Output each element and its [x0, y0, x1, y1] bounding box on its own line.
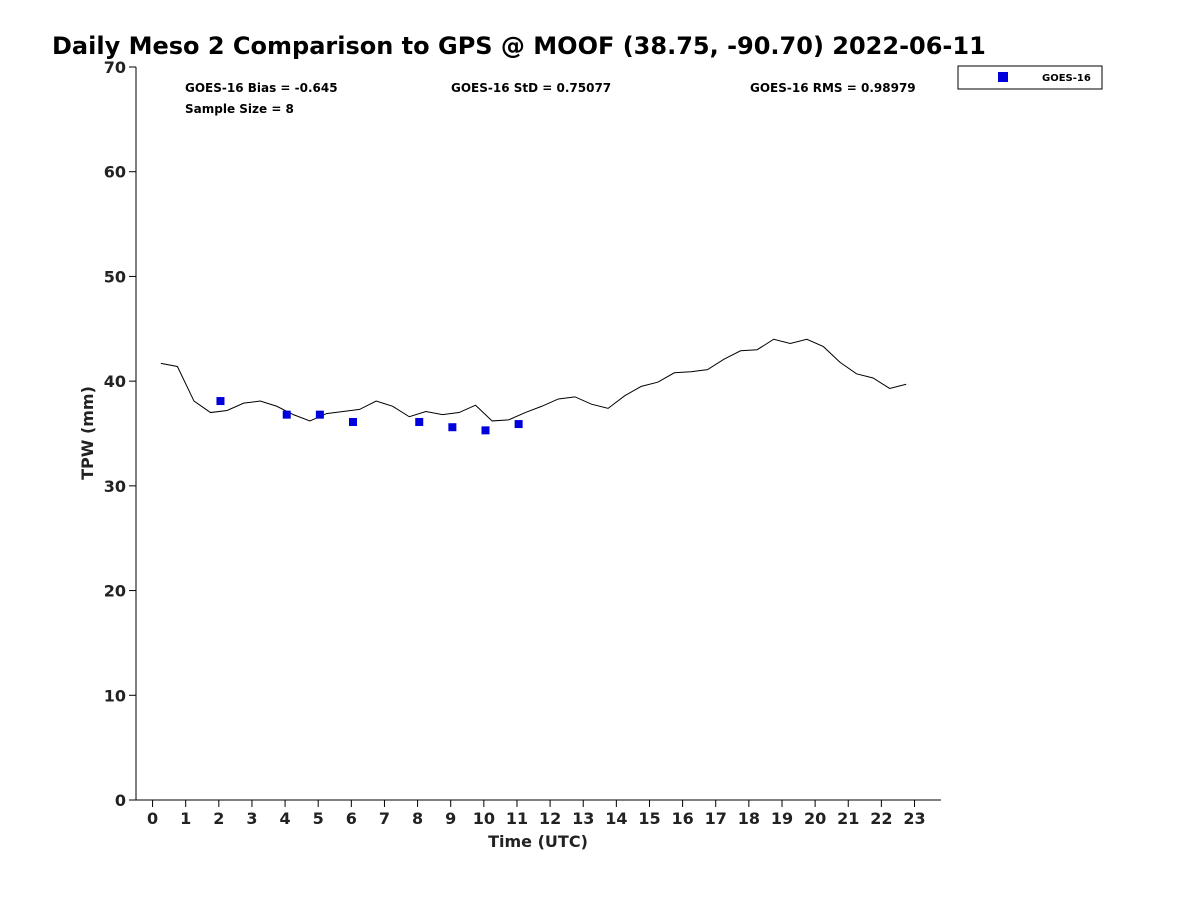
y-tick-label: 70: [104, 58, 126, 77]
legend-label: GOES-16: [1042, 73, 1091, 84]
rms-stat: GOES-16 RMS = 0.98979: [750, 81, 916, 95]
goes16-point: [216, 397, 225, 406]
x-tick-label: 13: [572, 809, 594, 828]
std-stat: GOES-16 StD = 0.75077: [451, 81, 611, 95]
goes16-point: [282, 410, 291, 419]
x-tick-label: 14: [605, 809, 627, 828]
axes: [135, 67, 941, 801]
x-tick-label: 18: [738, 809, 760, 828]
legend: GOES-16: [957, 65, 1103, 90]
goes16-point: [348, 417, 357, 426]
x-tick-label: 2: [213, 809, 224, 828]
x-tick-label: 10: [473, 809, 495, 828]
plot-data: [160, 338, 907, 435]
x-tick-label: 16: [671, 809, 693, 828]
x-tick-label: 0: [147, 809, 158, 828]
y-tick-label: 30: [104, 477, 126, 496]
x-tick-label: 4: [280, 809, 291, 828]
x-tick-label: 12: [539, 809, 561, 828]
y-tick-label: 50: [104, 267, 126, 286]
y-tick-label: 10: [104, 686, 126, 705]
goes16-point: [415, 417, 424, 426]
bias-stat: GOES-16 Bias = -0.645: [185, 81, 338, 95]
y-tick-label: 0: [115, 791, 126, 810]
x-tick-label: 21: [837, 809, 859, 828]
x-tick-label: 15: [638, 809, 660, 828]
y-tick-label: 60: [104, 163, 126, 182]
x-axis-label: Time (UTC): [488, 832, 588, 851]
x-tick-label: 8: [412, 809, 423, 828]
goes16-point: [315, 410, 324, 419]
x-tick-label: 23: [903, 809, 925, 828]
x-tick-label: 11: [506, 809, 528, 828]
y-tick-label: 20: [104, 582, 126, 601]
y-tick-label: 40: [104, 372, 126, 391]
sample-size-stat: Sample Size = 8: [185, 102, 294, 116]
goes16-point: [448, 423, 457, 432]
x-axis-ticks: 0 1 2 3 4 5 6 7 8 9 10 11 12 13 14 15 16 17 18 19 20 21 22 23: [147, 800, 926, 828]
y-axis-label: TPW (mm): [78, 386, 97, 480]
x-tick-label: 6: [346, 809, 357, 828]
goes16-point: [481, 426, 490, 435]
x-tick-label: 9: [445, 809, 456, 828]
gps-tpw-line: [160, 338, 907, 422]
stats-annotations: GOES-16 Bias = -0.645 GOES-16 StD = 0.75…: [185, 81, 916, 116]
legend-box: [957, 65, 1103, 90]
x-tick-label: 5: [313, 809, 324, 828]
goes16-point: [514, 420, 523, 429]
x-tick-label: 19: [771, 809, 793, 828]
y-axis-ticks: 0 10 20 30 40 50 60 70: [104, 58, 136, 810]
chart-title: Daily Meso 2 Comparison to GPS @ MOOF (3…: [52, 32, 986, 60]
x-tick-label: 22: [870, 809, 892, 828]
x-tick-label: 7: [379, 809, 390, 828]
x-tick-label: 17: [705, 809, 727, 828]
x-tick-label: 3: [246, 809, 257, 828]
x-tick-label: 20: [804, 809, 826, 828]
legend-marker: [998, 72, 1008, 82]
x-tick-label: 1: [180, 809, 191, 828]
